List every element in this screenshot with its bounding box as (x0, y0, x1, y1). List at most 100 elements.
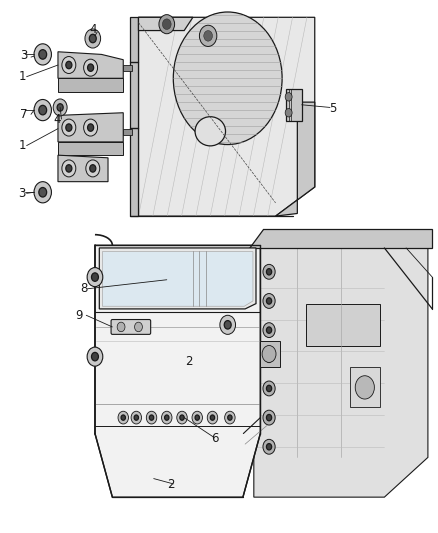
Circle shape (177, 411, 187, 424)
Circle shape (86, 160, 100, 177)
Polygon shape (260, 341, 280, 367)
Text: 4: 4 (53, 112, 61, 126)
Polygon shape (58, 113, 123, 142)
Polygon shape (254, 248, 428, 497)
Text: 3: 3 (20, 49, 28, 62)
Circle shape (224, 320, 231, 329)
Circle shape (192, 411, 202, 424)
Ellipse shape (195, 117, 226, 146)
Circle shape (134, 322, 142, 332)
Polygon shape (286, 89, 302, 120)
Circle shape (85, 29, 101, 48)
Circle shape (162, 19, 171, 29)
Circle shape (228, 415, 232, 420)
Polygon shape (58, 155, 108, 182)
Circle shape (146, 411, 157, 424)
Circle shape (263, 322, 275, 337)
Circle shape (266, 356, 272, 362)
Circle shape (285, 109, 292, 117)
Circle shape (355, 376, 374, 399)
Circle shape (53, 99, 67, 116)
Circle shape (57, 104, 63, 111)
Polygon shape (58, 52, 123, 78)
Circle shape (266, 415, 272, 421)
Circle shape (162, 411, 172, 424)
Circle shape (34, 44, 51, 65)
Circle shape (87, 268, 103, 287)
Circle shape (34, 182, 51, 203)
Polygon shape (138, 17, 315, 216)
Circle shape (66, 124, 72, 131)
Circle shape (159, 14, 175, 34)
Polygon shape (138, 17, 193, 30)
Circle shape (39, 106, 47, 115)
Polygon shape (350, 367, 380, 407)
Circle shape (34, 100, 51, 120)
Circle shape (173, 12, 282, 144)
Circle shape (263, 294, 275, 309)
Circle shape (266, 443, 272, 450)
Circle shape (180, 415, 184, 420)
Text: 5: 5 (329, 102, 337, 115)
Circle shape (66, 165, 72, 172)
Text: 1: 1 (18, 70, 26, 83)
Circle shape (62, 160, 76, 177)
Circle shape (165, 415, 169, 420)
Circle shape (263, 352, 275, 367)
Bar (123, 128, 132, 135)
Circle shape (66, 61, 72, 69)
Text: 4: 4 (89, 23, 96, 36)
Circle shape (84, 119, 98, 136)
Circle shape (210, 415, 215, 420)
Polygon shape (102, 252, 253, 306)
Polygon shape (58, 78, 123, 92)
Circle shape (266, 327, 272, 333)
Circle shape (117, 322, 125, 332)
Text: 2: 2 (185, 356, 192, 368)
Circle shape (266, 298, 272, 304)
Circle shape (87, 347, 103, 366)
Circle shape (62, 56, 76, 74)
Polygon shape (58, 142, 123, 155)
Circle shape (225, 411, 235, 424)
Circle shape (88, 64, 94, 71)
Text: 7: 7 (20, 108, 28, 121)
Circle shape (195, 415, 199, 420)
Circle shape (263, 264, 275, 279)
Text: 6: 6 (211, 432, 219, 446)
Circle shape (263, 381, 275, 396)
Text: 1: 1 (18, 139, 26, 152)
Circle shape (88, 124, 94, 131)
Circle shape (263, 410, 275, 425)
Circle shape (262, 345, 276, 362)
Circle shape (199, 25, 217, 46)
Polygon shape (250, 229, 432, 248)
Circle shape (131, 411, 141, 424)
Circle shape (220, 316, 236, 334)
Circle shape (90, 165, 96, 172)
Circle shape (207, 411, 218, 424)
Text: 8: 8 (81, 282, 88, 295)
Circle shape (285, 93, 292, 101)
Circle shape (39, 50, 47, 59)
Polygon shape (306, 304, 380, 346)
Circle shape (263, 439, 275, 454)
Circle shape (89, 34, 96, 43)
Circle shape (266, 269, 272, 275)
Circle shape (266, 385, 272, 392)
Circle shape (84, 59, 98, 76)
Text: 3: 3 (18, 187, 26, 200)
Circle shape (92, 352, 99, 361)
Circle shape (149, 415, 154, 420)
Circle shape (39, 188, 47, 197)
FancyBboxPatch shape (111, 319, 151, 334)
Polygon shape (95, 245, 260, 497)
Text: 9: 9 (75, 309, 83, 322)
Circle shape (134, 415, 138, 420)
Circle shape (118, 411, 128, 424)
Circle shape (121, 415, 125, 420)
Circle shape (92, 273, 99, 281)
Polygon shape (130, 17, 138, 216)
Bar (123, 65, 132, 71)
Text: 2: 2 (167, 479, 175, 491)
